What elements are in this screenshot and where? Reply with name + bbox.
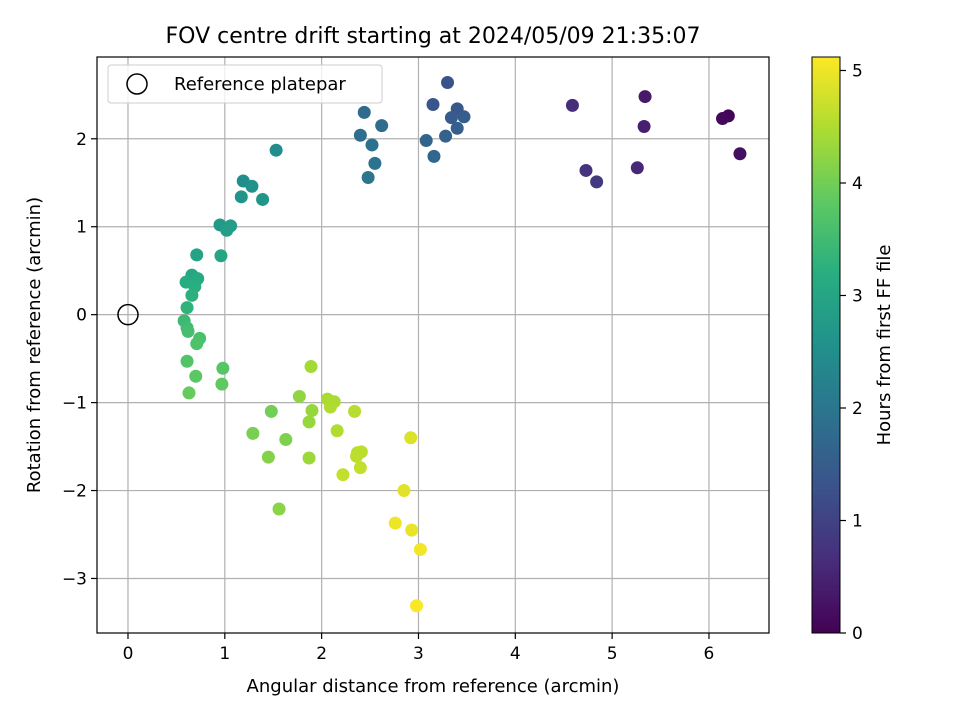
x-axis-label: Angular distance from reference (arcmin) (247, 676, 620, 697)
y-tick-label: −1 (62, 394, 87, 414)
y-tick-label: −3 (62, 569, 87, 589)
data-point (638, 90, 652, 104)
data-point (410, 599, 424, 613)
data-point (245, 179, 259, 193)
data-point (388, 516, 402, 530)
data-point (426, 97, 440, 111)
data-point (261, 450, 275, 464)
data-point (350, 449, 364, 463)
data-point (302, 415, 316, 429)
x-tick-label: 0 (123, 644, 134, 664)
data-point (302, 451, 316, 465)
colorbar-tick-label: 3 (852, 287, 863, 307)
y-tick-label: 2 (76, 130, 87, 150)
data-point (353, 128, 367, 142)
legend: Reference platepar (107, 64, 383, 104)
data-point (444, 111, 458, 125)
data-point (368, 156, 382, 170)
y-tick-label: −2 (62, 482, 87, 502)
data-point (323, 400, 337, 414)
data-point (413, 542, 427, 556)
data-point (304, 360, 318, 374)
colorbar-gradient (811, 56, 841, 634)
colorbar: 0 1 2 3 4 5 Hours from first FF file (811, 56, 895, 644)
x-tick-label: 2 (316, 644, 327, 664)
data-point (439, 129, 453, 143)
data-point (336, 468, 350, 482)
data-point (234, 190, 248, 204)
data-point (190, 248, 204, 262)
data-point (185, 288, 199, 302)
data-point (180, 301, 194, 315)
data-point (733, 147, 747, 161)
chart-title: FOV centre drift starting at 2024/05/09 … (166, 24, 701, 49)
data-point (405, 523, 419, 537)
data-point (457, 110, 471, 124)
data-point (305, 404, 319, 418)
data-point (216, 361, 230, 375)
data-point (214, 249, 228, 263)
data-point (357, 105, 371, 119)
colorbar-tick-label: 0 (852, 624, 863, 644)
data-point (264, 404, 278, 418)
colorbar-tick-label: 4 (852, 174, 863, 194)
legend-entry: Reference platepar (174, 74, 346, 95)
colorbar-tick-label: 5 (852, 62, 863, 82)
data-point (565, 98, 579, 112)
data-point (189, 369, 203, 383)
x-tick-label: 4 (510, 644, 521, 664)
data-point (181, 324, 195, 338)
reference-marker (117, 303, 139, 326)
y-axis-label: Rotation from reference (arcmin) (24, 197, 45, 493)
data-point (256, 192, 270, 206)
data-point (404, 431, 418, 445)
data-point (590, 175, 604, 189)
data-point (397, 484, 411, 498)
data-point (215, 377, 229, 391)
grid (97, 57, 769, 633)
data-point (716, 112, 730, 126)
y-tick-label: 1 (76, 218, 87, 238)
data-point (579, 163, 593, 177)
data-point (375, 119, 389, 133)
x-tick-label: 6 (704, 644, 715, 664)
colorbar-label: Hours from first FF file (874, 245, 895, 446)
data-point (182, 386, 196, 400)
data-point (279, 433, 293, 447)
data-point (441, 76, 455, 90)
data-point (272, 502, 286, 516)
data-point (419, 134, 433, 148)
y-tick-label: 0 (76, 306, 87, 326)
data-point (292, 389, 306, 403)
data-point (630, 161, 644, 175)
colorbar-ticks: 0 1 2 3 4 5 (840, 62, 863, 644)
data-point (190, 337, 204, 351)
colorbar-tick-label: 2 (852, 399, 863, 419)
data-point (365, 138, 379, 152)
x-tick-label: 1 (219, 644, 230, 664)
data-point (353, 461, 367, 475)
data-point (220, 223, 234, 237)
x-tick-label: 3 (413, 644, 424, 664)
data-points (177, 76, 747, 613)
data-point (180, 354, 194, 368)
data-point (427, 149, 441, 163)
data-point (330, 424, 344, 438)
plot-frame (96, 56, 770, 634)
legend-marker (126, 73, 148, 95)
y-axis: −3 −2 −1 0 1 2 (62, 130, 97, 589)
data-point (450, 121, 464, 135)
data-point (269, 143, 283, 157)
x-tick-label: 5 (607, 644, 618, 664)
data-point (361, 170, 375, 184)
data-point (637, 119, 651, 133)
data-point (246, 426, 260, 440)
x-axis: 0 1 2 3 4 5 6 (123, 633, 715, 664)
reference-point (117, 303, 139, 326)
data-point (348, 404, 362, 418)
legend-box (107, 64, 383, 104)
colorbar-tick-label: 1 (852, 512, 863, 532)
